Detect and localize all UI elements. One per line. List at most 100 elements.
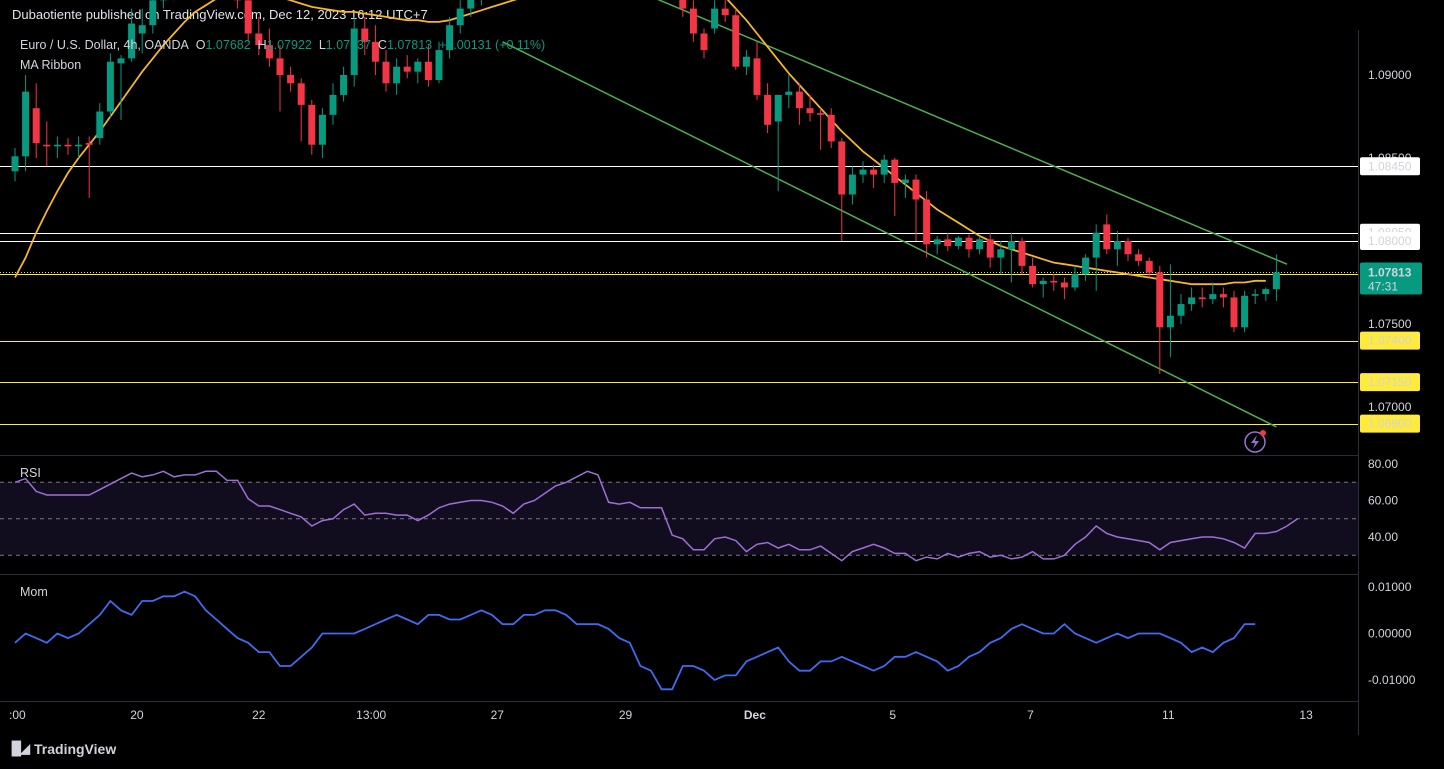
candle — [1166, 264, 1174, 358]
last-price-tag — [1360, 262, 1422, 295]
symbol-name: Euro / U.S. Dollar, 4h, OANDA — [20, 38, 189, 52]
candle — [742, 50, 750, 75]
candle — [53, 136, 61, 158]
candle — [848, 166, 856, 205]
candle — [1124, 237, 1132, 261]
high-label: H — [257, 38, 267, 52]
candle — [117, 55, 125, 120]
candle — [1113, 231, 1121, 266]
candle — [976, 236, 984, 255]
candle — [446, 16, 454, 59]
low-label: L — [318, 38, 326, 52]
price-axis[interactable]: 1.090001.085001.075001.070001.084501.080… — [1359, 30, 1444, 735]
candle — [43, 121, 51, 167]
candle — [1082, 254, 1090, 281]
candle — [350, 16, 358, 87]
candle — [435, 41, 443, 84]
countdown-label: 47:31 — [1368, 280, 1398, 294]
candle — [361, 16, 369, 56]
candle — [1092, 224, 1100, 291]
candle — [234, 0, 242, 9]
candle — [944, 232, 952, 251]
candle — [954, 236, 962, 250]
momentum-pane: 0.01000 0.00000 -0.01000 — [14, 580, 1416, 691]
tradingview-logo[interactable]: ▉◢ TradingView — [12, 741, 116, 757]
candle — [1156, 265, 1164, 374]
candle — [1060, 277, 1068, 300]
level-price-label: 1.06900 — [1368, 417, 1412, 431]
candle — [85, 136, 93, 198]
candle — [1050, 274, 1058, 291]
candle — [1241, 290, 1249, 333]
time-tick-label: 11 — [1162, 708, 1175, 722]
candle — [64, 138, 72, 155]
channel-lower-line — [502, 41, 1277, 428]
candle — [711, 0, 719, 34]
candle — [1198, 287, 1206, 308]
candle — [1188, 287, 1196, 311]
rsi-tick-label: 60.00 — [1368, 494, 1398, 508]
time-tick-label: 20 — [130, 708, 144, 722]
low-value: 1.07637 — [325, 38, 371, 52]
candle — [1262, 287, 1270, 301]
candle — [382, 50, 390, 92]
close-value: 1.07813 — [386, 38, 433, 52]
rsi-title[interactable]: RSI — [20, 466, 41, 480]
level-price-label: 1.07400 — [1368, 334, 1412, 348]
candle — [297, 78, 305, 142]
candle — [1103, 214, 1111, 255]
open-label: O — [195, 38, 206, 52]
candle — [679, 0, 687, 17]
candle — [1135, 249, 1143, 266]
candle — [1145, 257, 1153, 278]
time-tick-label: 29 — [619, 708, 633, 722]
candle — [785, 75, 793, 109]
candle — [700, 28, 708, 59]
candle — [859, 161, 867, 183]
candle — [11, 148, 19, 182]
candle — [1029, 257, 1037, 288]
last-price-label: 1.07813 — [1368, 266, 1412, 280]
candle — [817, 108, 825, 150]
mom-tick-label: -0.01000 — [1368, 673, 1416, 687]
candle — [1071, 265, 1079, 291]
symbol-legend: Euro / U.S. Dollar, 4h, OANDA O1.07682 H… — [20, 38, 545, 52]
candle — [965, 234, 973, 258]
time-tick-label: 27 — [491, 708, 505, 722]
candle — [933, 236, 941, 255]
horizontal-levels — [0, 166, 1358, 425]
candle — [1177, 294, 1185, 324]
rsi-line — [14, 470, 1299, 562]
close-label: C — [377, 38, 387, 52]
candle — [106, 53, 114, 119]
price-tick-label: 1.07000 — [1368, 400, 1412, 414]
time-axis[interactable]: :00 20 22 13:00 27 29 Dec 5 7 11 13 — [9, 708, 1313, 722]
candle — [997, 241, 1005, 275]
candle — [480, 0, 482, 6]
time-tick-label: 22 — [252, 708, 266, 722]
descending-channel[interactable] — [502, 0, 1288, 428]
indicator-label[interactable]: MA Ribbon — [20, 58, 82, 72]
alert-icon[interactable] — [1244, 430, 1266, 453]
candle — [255, 16, 263, 56]
candle — [806, 94, 814, 122]
level-price-tag — [1360, 373, 1420, 392]
candle — [774, 94, 782, 192]
mom-title[interactable]: Mom — [20, 585, 48, 599]
rsi-tick-label: 80.00 — [1368, 457, 1398, 471]
channel-upper-line — [657, 0, 1288, 265]
footer — [0, 735, 1444, 769]
candle — [32, 83, 40, 158]
ma-line — [14, 0, 1266, 286]
level-price-tag — [1360, 414, 1420, 433]
candle — [244, 0, 252, 42]
candle — [22, 75, 30, 172]
candle — [764, 83, 772, 134]
rsi-pane: 80.00 60.00 40.00 — [0, 457, 1398, 562]
candle — [880, 154, 888, 183]
price-tick-label: 1.07500 — [1368, 317, 1412, 331]
candle — [467, 0, 475, 17]
candle — [827, 108, 835, 149]
price-tick-label: 1.09000 — [1368, 68, 1412, 82]
